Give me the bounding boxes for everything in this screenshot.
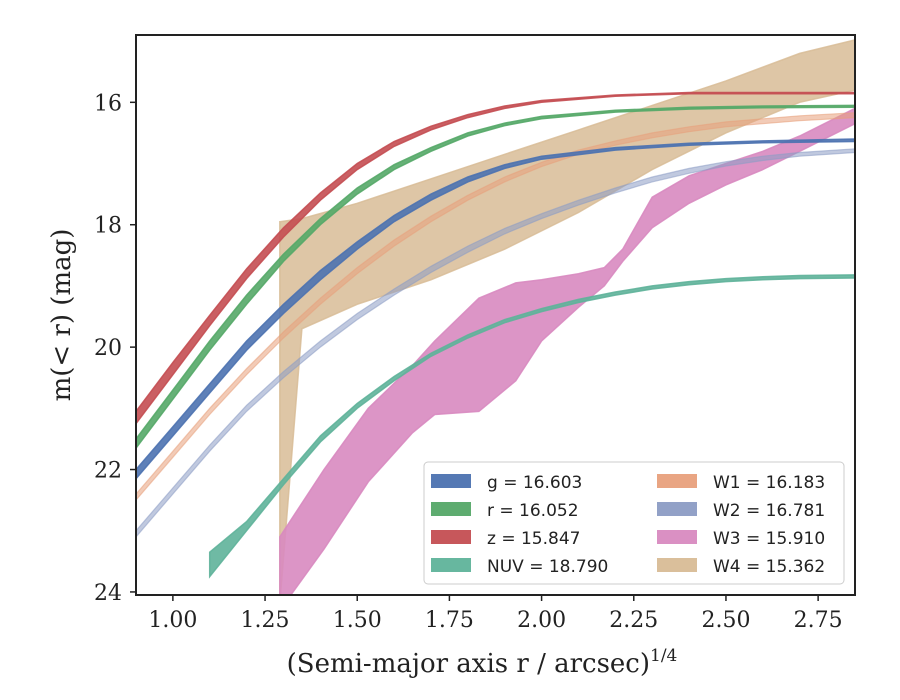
series-band-w2 (136, 148, 855, 538)
y-tick-label: 16 (94, 91, 122, 116)
x-tick-label: 1.00 (148, 608, 197, 633)
legend-label-w4: W4 = 15.362 (713, 557, 825, 577)
legend-label-w1: W1 = 16.183 (713, 473, 825, 493)
series-band-w3 (279, 107, 855, 595)
y-tick-label: 22 (94, 459, 122, 484)
series-band-nuv (208, 274, 855, 579)
x-tick-label: 1.50 (333, 608, 382, 633)
series-band-w4 (279, 39, 855, 595)
x-axis-title: (Semi-major axis r / arcsec)1/4 (287, 646, 678, 679)
y-ticks: 16 18 20 22 24 (94, 91, 136, 606)
plot-frame (135, 34, 856, 596)
legend-label-z: z = 15.847 (487, 529, 580, 549)
series-band-z (136, 91, 855, 425)
x-tick-label: 2.50 (701, 608, 750, 633)
bands-layer (136, 39, 855, 595)
legend-swatch-g (431, 474, 471, 488)
x-tick-label: 1.75 (425, 608, 474, 633)
series-band-w1 (136, 112, 855, 502)
x-tick-label: 1.25 (241, 608, 290, 633)
legend-swatch-w2 (657, 502, 697, 516)
y-tick-label: 18 (94, 214, 122, 239)
y-tick-label: 24 (94, 581, 122, 606)
legend-swatch-w4 (657, 558, 697, 572)
y-axis-title: m(< r) (mag) (47, 229, 77, 402)
legend-swatch-nuv (431, 558, 471, 572)
legend-swatch-w3 (657, 530, 697, 544)
x-axis-title-main: (Semi-major axis r / arcsec) (287, 649, 650, 679)
legend-label-w3: W3 = 15.910 (713, 529, 825, 549)
x-tick-label: 2.25 (609, 608, 658, 633)
legend-swatch-z (431, 530, 471, 544)
legend-swatch-r (431, 502, 471, 516)
x-tick-label: 2.75 (794, 608, 843, 633)
x-ticks: 1.00 1.25 1.50 1.75 2.00 2.25 2.50 2.75 (148, 595, 843, 633)
legend: g = 16.603 r = 16.052 z = 15.847 NUV = 18.7… (423, 461, 845, 585)
x-axis-title-superscript: 1/4 (650, 646, 677, 666)
legend-label-g: g = 16.603 (487, 473, 582, 493)
legend-frame (423, 461, 845, 585)
legend-label-r: r = 16.052 (487, 501, 579, 521)
series-band-r (136, 104, 855, 450)
series-band-g (136, 138, 855, 480)
legend-swatch-w1 (657, 474, 697, 488)
y-tick-label: 20 (94, 336, 122, 361)
legend-label-w2: W2 = 16.781 (713, 501, 825, 521)
legend-label-nuv: NUV = 18.790 (487, 557, 608, 577)
x-tick-label: 2.00 (517, 608, 566, 633)
